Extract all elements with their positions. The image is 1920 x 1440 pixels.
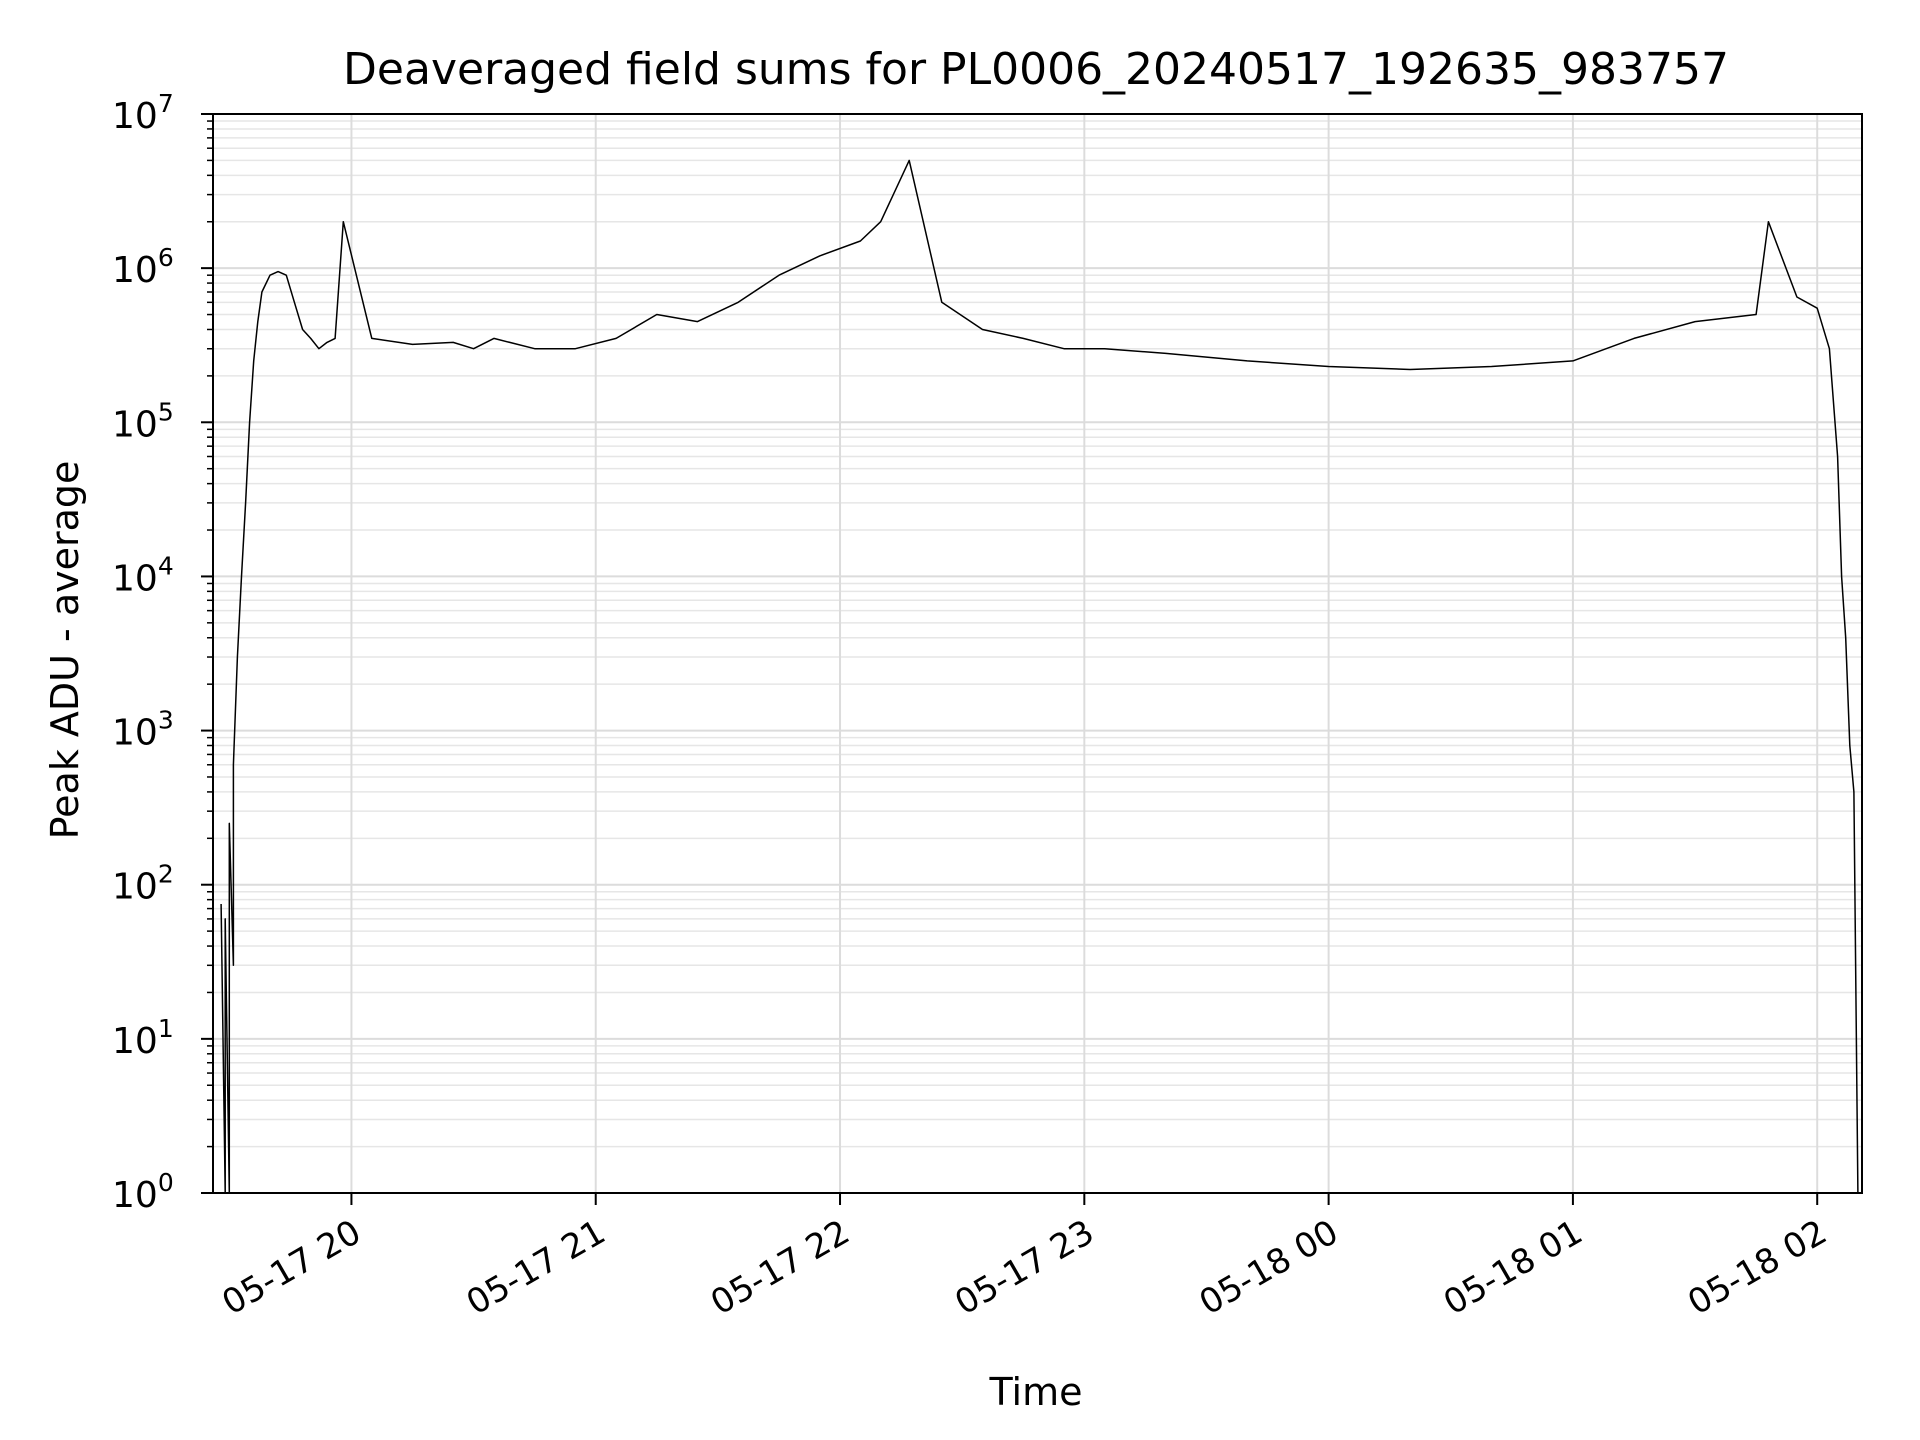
chart-title: Deaveraged field sums for PL0006_2024051…	[343, 44, 1729, 95]
y-tick-label: 105	[112, 397, 174, 445]
series-line	[220, 159, 1859, 1194]
grid	[213, 113, 1862, 1194]
y-axis-label: Peak ADU - average	[43, 461, 87, 840]
y-tick-label: 100	[112, 1168, 174, 1216]
y-tick-label: 103	[112, 706, 174, 754]
plot-area-frame	[212, 113, 1863, 1194]
x-axis-label: Time	[989, 1370, 1083, 1414]
data-series	[220, 159, 1859, 1194]
y-tick-label: 102	[112, 860, 174, 908]
